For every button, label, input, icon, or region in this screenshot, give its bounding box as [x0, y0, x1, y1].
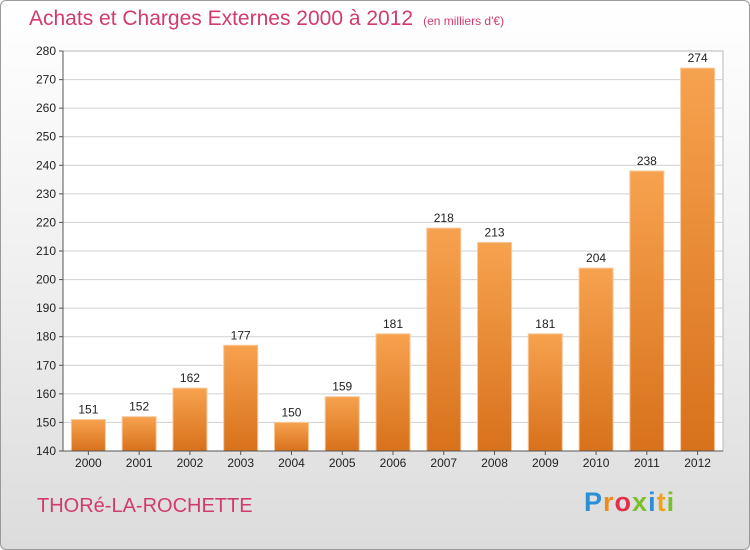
logo-letter: t [656, 487, 667, 517]
x-tick-label: 2011 [634, 456, 660, 470]
bar [121, 416, 157, 452]
y-tick-label: 220 [36, 215, 56, 229]
bar-value-label: 162 [180, 371, 200, 385]
x-tick-label: 2008 [481, 456, 508, 470]
x-tick-label: 2001 [126, 456, 153, 470]
bar-value-label: 213 [485, 225, 505, 239]
x-tick-label: 2007 [430, 456, 457, 470]
y-tick-label: 140 [36, 444, 56, 458]
bar [324, 396, 360, 452]
x-tick-label: 2010 [583, 456, 610, 470]
town-name: THORé-LA-ROCHETTE [37, 495, 253, 517]
logo-letter: P [584, 487, 604, 517]
logo-letter: r [603, 487, 615, 517]
logo-letter: o [614, 487, 633, 517]
x-tick-label: 2005 [329, 456, 356, 470]
bar [273, 421, 309, 452]
bar [680, 67, 716, 452]
bar [629, 170, 665, 452]
x-tick-label: 2003 [227, 456, 254, 470]
bar-value-label: 181 [535, 317, 555, 331]
logo-letter: x [632, 487, 649, 517]
bar-value-label: 274 [688, 51, 708, 65]
y-tick-label: 200 [36, 273, 56, 287]
y-tick-label: 210 [36, 244, 56, 258]
y-tick-label: 160 [36, 387, 56, 401]
bar-value-label: 177 [231, 328, 251, 342]
bar [578, 267, 614, 452]
chart-title: Achats et Charges Externes 2000 à 2012 (e… [29, 7, 504, 31]
bar-value-label: 152 [129, 400, 149, 414]
unit-note: (en milliers d'€) [423, 14, 505, 28]
bar-value-label: 159 [332, 380, 352, 394]
y-tick-label: 180 [36, 330, 56, 344]
y-tick-label: 250 [36, 130, 56, 144]
x-tick-label: 2006 [380, 456, 407, 470]
x-tick-label: 2012 [684, 456, 711, 470]
y-tick-label: 190 [36, 301, 56, 315]
y-tick-label: 280 [36, 44, 56, 58]
bar-value-label: 204 [586, 251, 606, 265]
y-tick-label: 270 [36, 73, 56, 87]
y-tick-label: 230 [36, 187, 56, 201]
bar [172, 387, 208, 452]
title-text: Achats et Charges Externes 2000 à 2012 [29, 7, 414, 30]
bar-value-label: 150 [281, 405, 301, 419]
bar-value-label: 181 [383, 317, 403, 331]
x-tick-label: 2004 [278, 456, 305, 470]
bar [70, 419, 106, 452]
logo-letter: i [648, 487, 657, 517]
bar-value-label: 218 [434, 211, 454, 225]
bar [477, 241, 513, 452]
bar [527, 333, 563, 452]
x-tick-label: 2002 [177, 456, 204, 470]
bar-value-label: 238 [637, 154, 657, 168]
logo-letter: i [666, 487, 676, 517]
proxiti-logo: Proxiti [584, 487, 675, 518]
y-tick-label: 170 [36, 358, 56, 372]
bar [426, 227, 462, 452]
bar [375, 333, 411, 452]
y-tick-label: 150 [36, 415, 56, 429]
x-tick-label: 2009 [532, 456, 559, 470]
y-tick-label: 260 [36, 101, 56, 115]
y-tick-label: 240 [36, 158, 56, 172]
bar-value-label: 151 [78, 403, 98, 417]
bar [223, 344, 259, 452]
x-tick-label: 2000 [75, 456, 102, 470]
